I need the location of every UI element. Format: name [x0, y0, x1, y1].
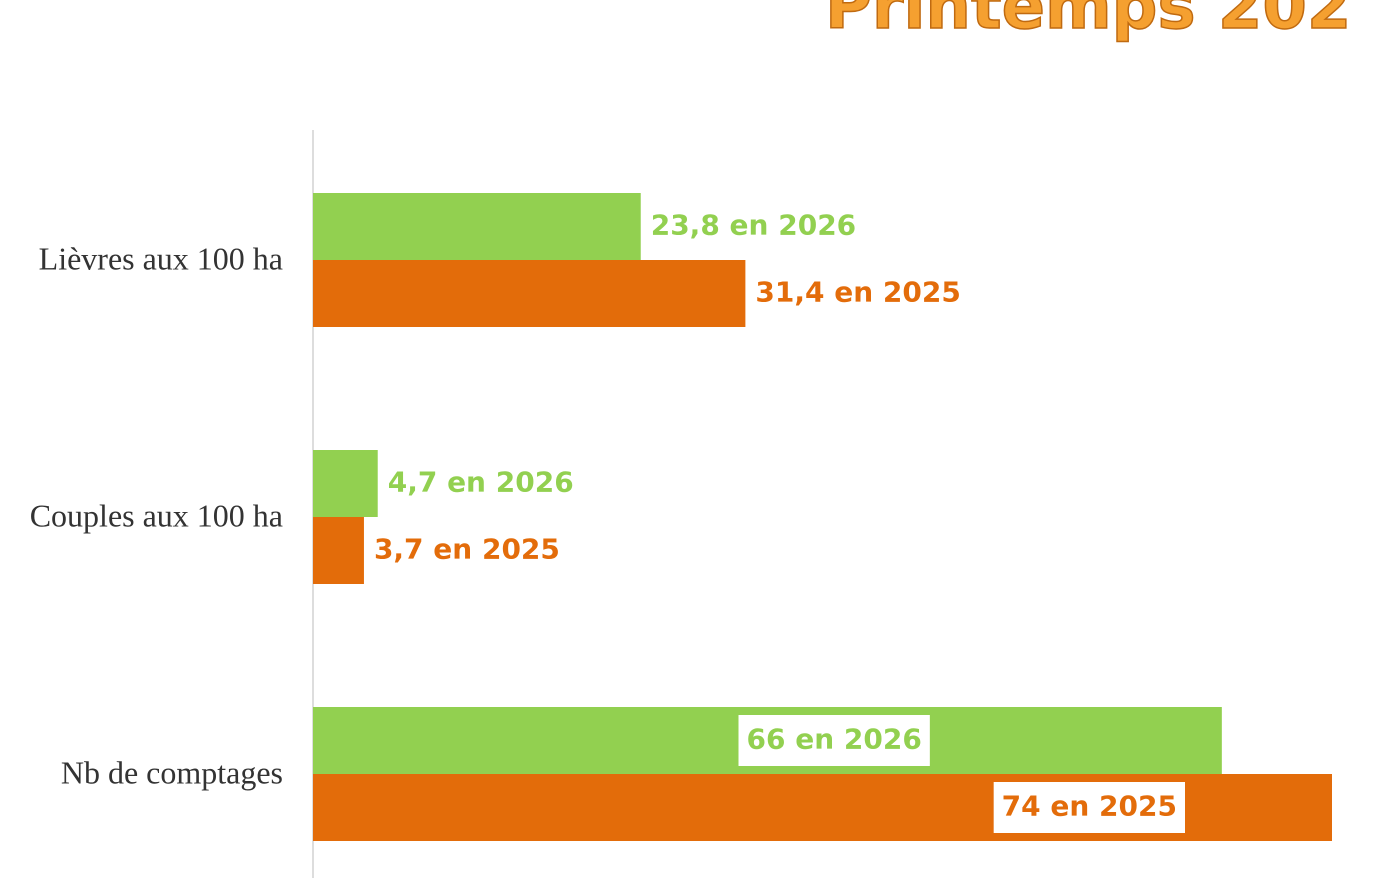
value-label: 23,8 en 2026 [651, 209, 856, 242]
value-label: 74 en 2025 [1002, 790, 1177, 823]
chart-title: Printemps 202 [825, 0, 1351, 44]
value-label: 31,4 en 2025 [755, 276, 960, 309]
category-label: Lièvres aux 100 ha [39, 240, 283, 276]
value-label: 66 en 2026 [747, 723, 922, 756]
bar [313, 450, 378, 517]
bar [313, 193, 641, 260]
chart: Printemps 202 Lièvres aux 100 ha 23,8 en … [0, 0, 1376, 878]
bar [313, 517, 364, 584]
category-label: Couples aux 100 ha [30, 497, 283, 533]
bar [313, 260, 745, 327]
value-label: 3,7 en 2025 [374, 533, 560, 566]
value-label: 4,7 en 2026 [388, 466, 574, 499]
category-label: Nb de comptages [61, 754, 283, 790]
